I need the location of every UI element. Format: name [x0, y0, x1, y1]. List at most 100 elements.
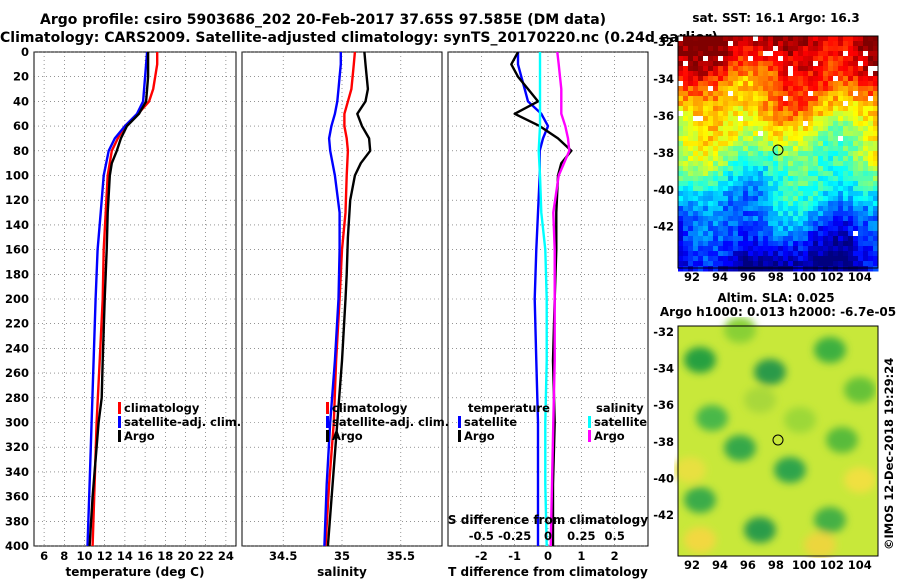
sst-cell — [853, 211, 859, 217]
sst-cell — [848, 211, 854, 217]
sst-cell — [783, 126, 789, 132]
sla-blob — [814, 337, 846, 363]
sst-cell — [848, 126, 854, 132]
sst-cell — [743, 131, 749, 137]
sst-cell — [793, 91, 799, 97]
sst-cell — [768, 241, 774, 247]
difference-grid — [448, 51, 648, 547]
sst-cell — [718, 116, 724, 122]
sst-cell — [773, 216, 779, 222]
sst-cell — [833, 56, 839, 62]
sst-cell — [738, 56, 744, 62]
sst-cell — [773, 46, 779, 52]
sst-cell — [763, 266, 769, 272]
sst-cell — [708, 261, 714, 267]
sst-cell — [688, 251, 694, 257]
depth-tick-label: 400 — [5, 539, 29, 553]
sst-cell — [753, 171, 759, 177]
sst-cell — [733, 116, 739, 122]
sst-cell — [833, 126, 839, 132]
sst-cell — [853, 161, 859, 167]
sst-cell — [693, 111, 699, 117]
sst-cell — [798, 201, 804, 207]
sst-cell — [703, 46, 709, 52]
sst-cell — [723, 151, 729, 157]
sst-cell — [863, 51, 869, 57]
sst-cell — [683, 231, 689, 237]
sst-cell — [848, 136, 854, 142]
sst-cell — [738, 146, 744, 152]
sst-cell — [703, 61, 709, 67]
sst-cell — [678, 71, 684, 77]
sst-cell — [758, 101, 764, 107]
sst-cell — [868, 161, 874, 167]
sst-cell — [688, 111, 694, 117]
sst-cell — [723, 166, 729, 172]
sst-cell — [863, 201, 869, 207]
sst-cell — [708, 66, 714, 72]
sst-cell — [798, 36, 804, 42]
sst-cell — [678, 56, 684, 62]
sst-cell — [813, 211, 819, 217]
sst-cell — [703, 261, 709, 267]
sst-cell — [823, 71, 829, 77]
sst-cell — [753, 116, 759, 122]
sst-cell — [808, 46, 814, 52]
sst-cell — [698, 196, 704, 202]
legend-s-satellite-swatch — [588, 416, 591, 428]
map-x-tick-label: 92 — [684, 270, 700, 284]
sst-cell — [678, 226, 684, 232]
sst-cell — [688, 206, 694, 212]
sst-cell — [713, 86, 719, 92]
sst-cell — [758, 171, 764, 177]
sst-cell — [848, 256, 854, 262]
sst-cell — [718, 236, 724, 242]
sst-cell — [838, 176, 844, 182]
sst-cell — [858, 196, 864, 202]
sst-cell — [843, 171, 849, 177]
sst-cell — [728, 266, 734, 272]
sst-cell — [863, 101, 869, 107]
sst-cell — [783, 206, 789, 212]
sst-cell — [783, 191, 789, 197]
depth-tick-label: 100 — [5, 169, 29, 183]
sst-cell — [863, 56, 869, 62]
sst-cell — [858, 91, 864, 97]
sst-cell — [808, 96, 814, 102]
sst-cell — [753, 86, 759, 92]
sst-cell — [728, 256, 734, 262]
sst-cell — [723, 196, 729, 202]
sst-cell — [773, 36, 779, 42]
legend-1-2-label: Argo — [332, 429, 363, 443]
sst-cell — [688, 191, 694, 197]
sst-cell — [708, 91, 714, 97]
sst-cell — [828, 61, 834, 67]
sst-cell — [713, 221, 719, 227]
sst-cell — [738, 121, 744, 127]
sst-cell — [778, 176, 784, 182]
sst-cell — [818, 171, 824, 177]
sst-cell — [688, 226, 694, 232]
sst-cell — [858, 251, 864, 257]
sst-cell — [678, 166, 684, 172]
sst-cell — [728, 231, 734, 237]
sst-cell — [713, 251, 719, 257]
sst-cell — [768, 201, 774, 207]
sst-cell — [803, 171, 809, 177]
sst-cell — [753, 226, 759, 232]
sst-cell — [723, 81, 729, 87]
sst-cell — [723, 36, 729, 42]
sst-cell — [863, 211, 869, 217]
sst-cell — [718, 131, 724, 137]
sst-cell — [713, 196, 719, 202]
sst-cell — [688, 186, 694, 192]
sst-cell — [868, 256, 874, 262]
sst-cell — [868, 211, 874, 217]
sst-cell — [703, 101, 709, 107]
sst-cell — [808, 261, 814, 267]
sst-cell — [703, 76, 709, 82]
sst-cell — [753, 111, 759, 117]
sst-cell — [713, 146, 719, 152]
sst-cell — [783, 211, 789, 217]
sst-cell — [808, 166, 814, 172]
